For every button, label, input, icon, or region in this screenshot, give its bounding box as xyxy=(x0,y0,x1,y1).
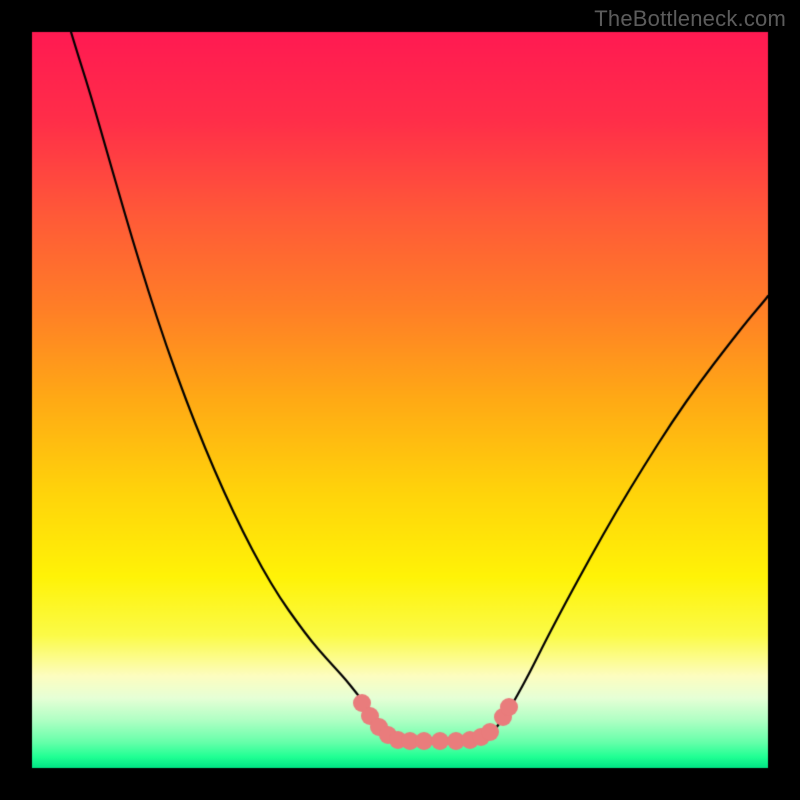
bottleneck-chart-canvas xyxy=(0,0,800,800)
figure-root: TheBottleneck.com xyxy=(0,0,800,800)
